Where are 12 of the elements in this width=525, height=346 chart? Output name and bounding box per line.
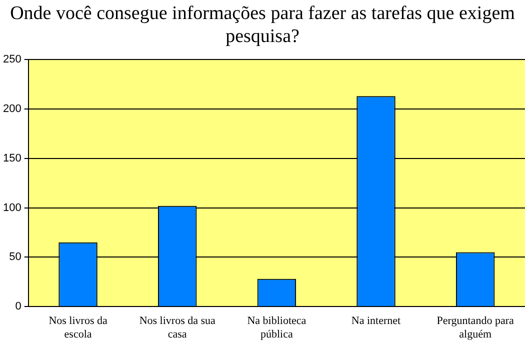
y-tick-label: 50 xyxy=(9,251,22,264)
chart-title: Onde você consegue informações para fazer as tarefas que exigem pesquisa? xyxy=(9,2,516,49)
y-tick-label: 250 xyxy=(2,54,22,66)
x-tick-label: Nos livros da sua casa xyxy=(139,315,216,340)
x-tick-label: Na internet xyxy=(351,315,401,328)
x-tick-label: Perguntando para alguém xyxy=(436,315,514,340)
y-tick-label: 100 xyxy=(2,202,22,214)
x-tick-label: Nos livros da escola xyxy=(48,315,108,340)
y-tick-label: 150 xyxy=(2,152,22,164)
y-tick-label: 200 xyxy=(2,103,22,116)
y-tick-label: 0 xyxy=(15,300,22,313)
x-tick-label: Na biblioteca pública xyxy=(247,315,306,340)
